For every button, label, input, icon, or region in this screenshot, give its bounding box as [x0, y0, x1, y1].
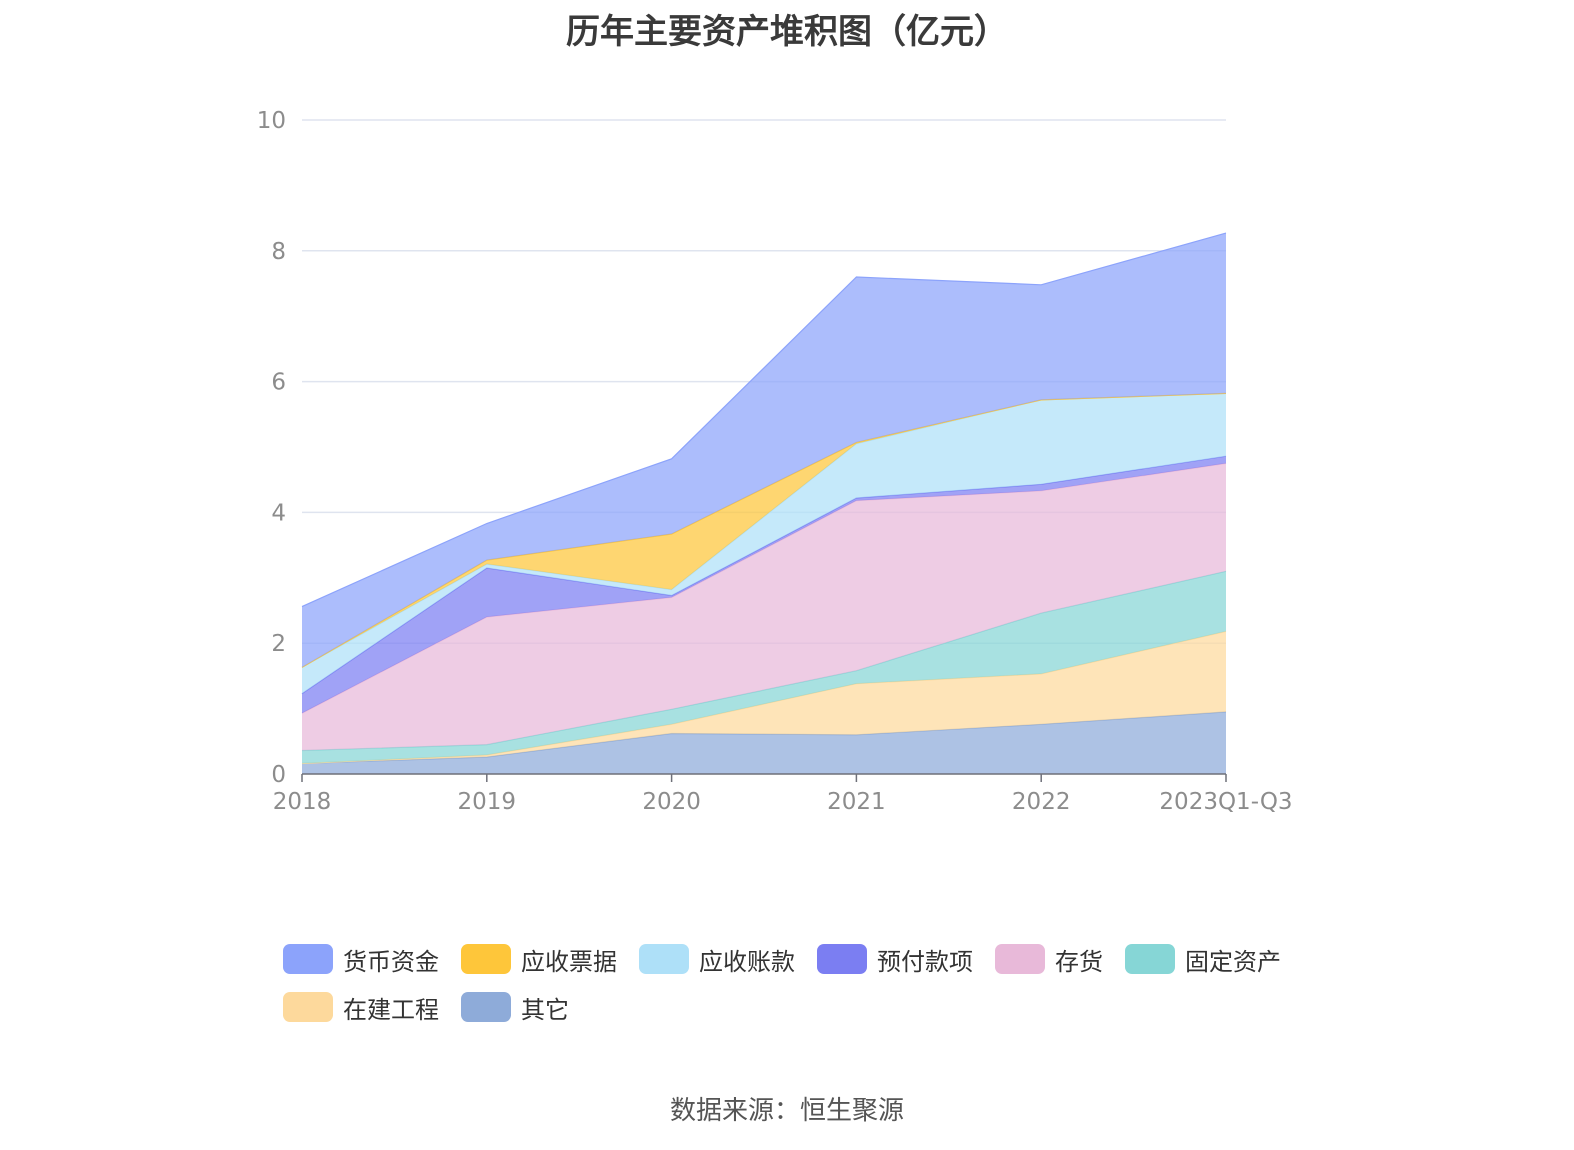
legend-item-2[interactable]: 应收账款	[639, 942, 795, 976]
legend-item-6[interactable]: 在建工程	[283, 990, 439, 1024]
legend-swatch	[283, 944, 333, 974]
legend-label: 固定资产	[1185, 947, 1281, 976]
legend-swatch	[639, 944, 689, 974]
legend-label: 预付款项	[877, 947, 973, 976]
area-series-4[interactable]	[302, 456, 1226, 714]
legend-label: 存货	[1055, 947, 1103, 976]
legend-label: 应收票据	[521, 947, 617, 976]
legend-swatch	[283, 992, 333, 1022]
x-tick-label: 2018	[273, 789, 332, 815]
y-tick-label: 6	[271, 370, 286, 396]
legend-swatch	[995, 944, 1045, 974]
axes: 0 2 4 6 8 10 2018 2019 2020 2021 2022 2023Q1-Q3	[257, 108, 1293, 815]
legend-label: 其它	[521, 995, 569, 1024]
legend: 货币资金 应收票据 应收账款 预付款项 存货 固定资产 在建工程 其它	[283, 942, 1303, 1024]
area-series-3[interactable]	[302, 463, 1226, 751]
area-series-7[interactable]	[302, 233, 1226, 668]
legend-swatch	[817, 944, 867, 974]
x-tick-label: 2022	[1012, 789, 1071, 815]
legend-item-5[interactable]: 固定资产	[1125, 942, 1281, 976]
y-tick-label: 4	[271, 500, 286, 526]
area-edge-7	[301, 232, 1227, 608]
area-edge-6	[301, 392, 1227, 668]
area-series-1[interactable]	[302, 631, 1226, 764]
legend-label: 应收账款	[699, 947, 795, 976]
legend-item-0[interactable]: 货币资金	[283, 942, 439, 976]
area-series	[301, 232, 1227, 774]
legend-item-7[interactable]: 其它	[461, 990, 569, 1024]
legend-swatch	[461, 992, 511, 1022]
data-source-note: 数据来源：恒生聚源	[669, 1096, 904, 1126]
x-tick-label: 2023Q1-Q3	[1159, 789, 1292, 815]
legend-label: 货币资金	[343, 947, 439, 976]
legend-item-3[interactable]: 预付款项	[817, 942, 973, 976]
y-tick-label: 8	[271, 239, 286, 265]
y-tick-label: 0	[271, 762, 286, 788]
area-series-5[interactable]	[302, 393, 1226, 694]
x-tick-label: 2021	[827, 789, 886, 815]
legend-item-4[interactable]: 存货	[995, 942, 1103, 976]
x-tick-label: 2020	[642, 789, 701, 815]
chart-title: 历年主要资产堆积图（亿元）	[566, 12, 1008, 52]
x-tick-label: 2019	[458, 789, 517, 815]
area-series-2[interactable]	[302, 571, 1226, 764]
legend-item-1[interactable]: 应收票据	[461, 942, 617, 976]
y-tick-label: 2	[271, 631, 286, 657]
legend-swatch	[461, 944, 511, 974]
legend-label: 在建工程	[343, 995, 439, 1024]
y-tick-label: 10	[257, 108, 286, 134]
legend-swatch	[1125, 944, 1175, 974]
